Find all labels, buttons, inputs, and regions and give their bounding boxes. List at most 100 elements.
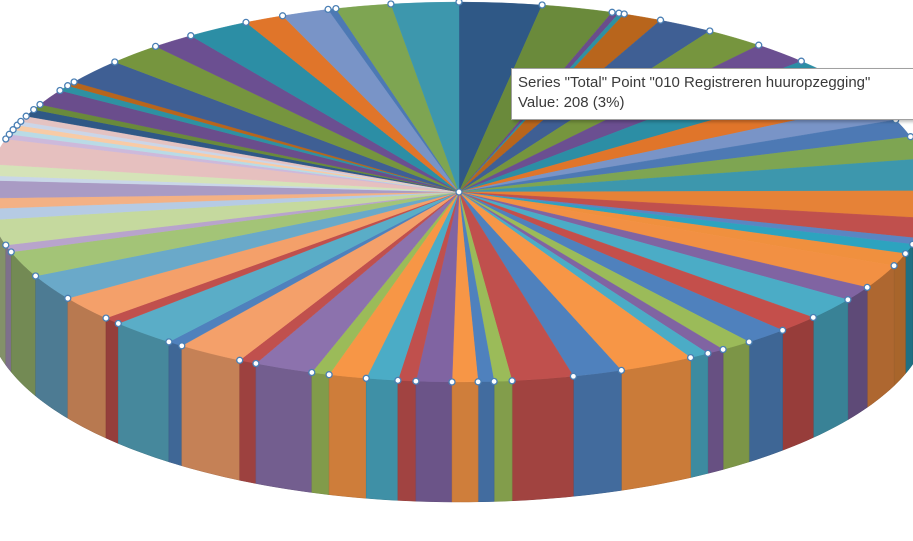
selection-handle-36[interactable]	[362, 374, 370, 382]
selection-handle-45[interactable]	[64, 294, 72, 302]
selection-handle-4[interactable]	[620, 10, 628, 18]
selection-handle-59[interactable]	[17, 117, 25, 126]
selection-handle-5[interactable]	[656, 16, 665, 24]
selection-handle-55[interactable]	[2, 135, 10, 143]
selection-handle-30[interactable]	[508, 377, 516, 385]
selection-handle-20[interactable]	[863, 283, 871, 292]
pie-slice-side-22	[782, 317, 814, 451]
selection-handle-29[interactable]	[569, 372, 578, 380]
pie-slice-side-34	[397, 380, 417, 502]
pie-slice-side-30	[493, 380, 513, 502]
selection-handle-33[interactable]	[448, 378, 456, 386]
pie-slice-side-48	[0, 235, 7, 366]
selection-handle-26[interactable]	[704, 349, 712, 358]
selection-handle-40[interactable]	[236, 356, 244, 364]
selection-handle-12[interactable]	[906, 133, 913, 141]
pie-slice-side-37	[311, 372, 330, 495]
selection-handle-72[interactable]	[332, 4, 340, 13]
selection-handle-48[interactable]	[2, 241, 10, 249]
selection-handle-34[interactable]	[412, 377, 420, 385]
selection-handle-42[interactable]	[165, 338, 173, 346]
pie-slice-side-43	[105, 317, 119, 444]
pie-slice-side-29	[511, 376, 574, 502]
pie-slice-side-35	[365, 378, 399, 501]
selection-handle-63[interactable]	[56, 86, 64, 95]
selection-handle-28[interactable]	[617, 366, 626, 375]
selection-handle-61[interactable]	[30, 105, 38, 114]
pie-slice-side-32	[451, 381, 479, 503]
pie-top-slices	[0, 1, 913, 383]
selection-handle-7[interactable]	[755, 41, 763, 49]
data-point-tooltip: Series "Total" Point "010 Registreren hu…	[511, 68, 913, 120]
selection-handle-27[interactable]	[686, 353, 695, 362]
selection-handle-44[interactable]	[102, 314, 110, 322]
pie-slice-side-25	[707, 349, 724, 474]
selection-handle-32[interactable]	[474, 378, 482, 386]
selection-handle-18[interactable]	[901, 249, 910, 258]
selection-handle-66[interactable]	[111, 58, 119, 66]
pie-slice-side-46	[10, 251, 36, 397]
pie-slice-side-47	[5, 244, 12, 373]
pie-slice-side-26	[690, 353, 709, 478]
selection-handle-21[interactable]	[844, 296, 852, 304]
pie-slice-side-33	[415, 380, 453, 503]
pie-side-walls	[0, 235, 913, 503]
selection-handle-31[interactable]	[490, 377, 498, 386]
pie-slice-side-45	[35, 275, 69, 419]
selection-handle-47[interactable]	[7, 248, 15, 256]
selection-handle-43[interactable]	[114, 319, 122, 328]
selection-handle-center[interactable]	[455, 188, 463, 196]
selection-handle-24[interactable]	[745, 338, 753, 346]
selection-handle-25[interactable]	[719, 345, 727, 354]
pie-slice-side-40	[181, 345, 240, 481]
selection-handle-2[interactable]	[608, 8, 616, 16]
selection-handle-0[interactable]	[455, 0, 463, 6]
selection-handle-68[interactable]	[187, 32, 195, 40]
selection-handle-41[interactable]	[178, 342, 186, 350]
selection-handle-6[interactable]	[706, 27, 714, 35]
pie-slice-49[interactable]	[0, 191, 460, 220]
selection-handle-37[interactable]	[325, 371, 333, 379]
selection-handle-8[interactable]	[797, 57, 805, 65]
pie-slice-side-21	[813, 299, 849, 438]
selection-handle-57[interactable]	[9, 126, 17, 134]
selection-handle-65[interactable]	[70, 78, 78, 86]
pie-slice-side-39	[239, 359, 257, 484]
pie-slice-side-24	[722, 341, 750, 470]
pie-slice-side-31	[477, 381, 495, 503]
selection-handle-38[interactable]	[308, 368, 316, 377]
selection-handle-1[interactable]	[538, 1, 546, 9]
selection-handle-23[interactable]	[778, 326, 787, 334]
pie-slice-51[interactable]	[0, 180, 460, 199]
selection-handle-60[interactable]	[22, 112, 30, 120]
selection-handle-70[interactable]	[278, 12, 287, 20]
selection-handle-46[interactable]	[31, 272, 40, 280]
pie-slice-side-36	[328, 374, 367, 499]
pie-slice-side-41	[168, 341, 183, 467]
selection-handle-69[interactable]	[242, 18, 250, 27]
pie-slice-50[interactable]	[0, 191, 460, 209]
selection-handle-67[interactable]	[151, 42, 160, 51]
selection-handle-35[interactable]	[394, 376, 402, 385]
selection-handle-39[interactable]	[252, 359, 260, 368]
pie-slice-side-44	[67, 297, 107, 439]
pie-slice-side-19	[866, 265, 895, 408]
pie-slice-side-17	[905, 243, 913, 375]
tooltip-value-line: Value: 208 (3%)	[518, 94, 625, 111]
pie-slice-side-38	[255, 363, 313, 493]
selection-handle-71[interactable]	[324, 5, 332, 14]
pie-slice-side-28	[573, 370, 622, 497]
pie-slice-side-42	[118, 323, 170, 463]
pie-slice-side-20	[847, 286, 868, 421]
selection-handle-64[interactable]	[64, 82, 72, 90]
selection-handle-19[interactable]	[890, 262, 898, 270]
selection-handle-22[interactable]	[809, 313, 817, 322]
selection-handle-56[interactable]	[5, 130, 13, 138]
pie-slice-14[interactable]	[458, 190, 913, 218]
selection-handle-73[interactable]	[387, 0, 395, 8]
pie-slice-side-23	[748, 329, 783, 463]
tooltip-series-line: Series "Total" Point "010 Registreren hu…	[518, 74, 871, 91]
selection-handle-62[interactable]	[36, 100, 44, 109]
pie-slice-13[interactable]	[458, 159, 913, 193]
